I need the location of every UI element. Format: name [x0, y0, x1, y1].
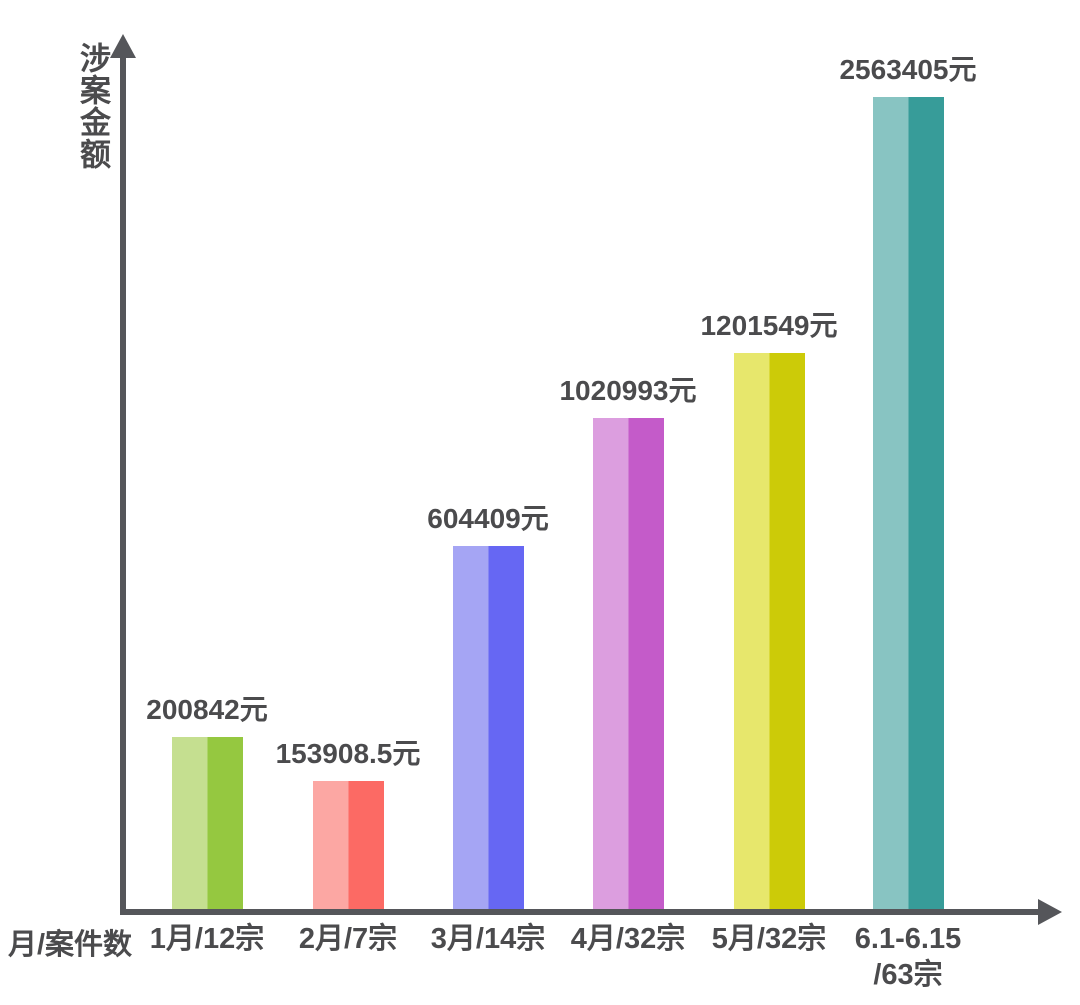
bar-value-label-5: 1201549元 — [700, 310, 838, 341]
bar-2 — [312, 781, 384, 909]
x-tick-label-4: 4月/32宗 — [570, 923, 686, 955]
x-axis-arrow-icon — [1038, 899, 1062, 925]
x-axis-title: 月/案件数 — [8, 929, 133, 961]
bar-3 — [452, 546, 524, 909]
x-tick-label-2: 2月/7宗 — [298, 923, 398, 955]
x-tick-label-5: 5月/32宗 — [711, 923, 827, 955]
y-axis-line — [120, 54, 126, 915]
x-tick-label-3: 3月/14宗 — [430, 923, 546, 955]
bar-4 — [592, 418, 664, 909]
x-tick-label-6: 6.1-6.15 /63宗 — [854, 923, 962, 991]
bar-5 — [733, 353, 805, 909]
x-tick-label-1: 1月/12宗 — [149, 923, 265, 955]
bar-value-label-4: 1020993元 — [559, 375, 697, 406]
bar-1 — [171, 737, 243, 909]
bar-value-label-6: 2563405元 — [839, 54, 977, 85]
x-axis-line — [120, 909, 1040, 915]
y-axis-arrow-icon — [110, 34, 136, 58]
bar-value-label-2: 153908.5元 — [275, 738, 421, 769]
bar-value-label-1: 200842元 — [146, 694, 268, 725]
bar-value-label-3: 604409元 — [427, 503, 549, 534]
bar-6 — [872, 97, 944, 909]
y-axis-title: 涉案金额 — [75, 42, 110, 170]
